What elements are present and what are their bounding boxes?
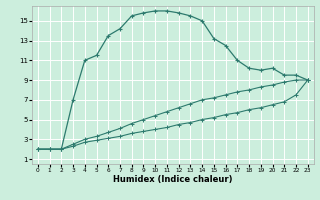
X-axis label: Humidex (Indice chaleur): Humidex (Indice chaleur): [113, 175, 233, 184]
